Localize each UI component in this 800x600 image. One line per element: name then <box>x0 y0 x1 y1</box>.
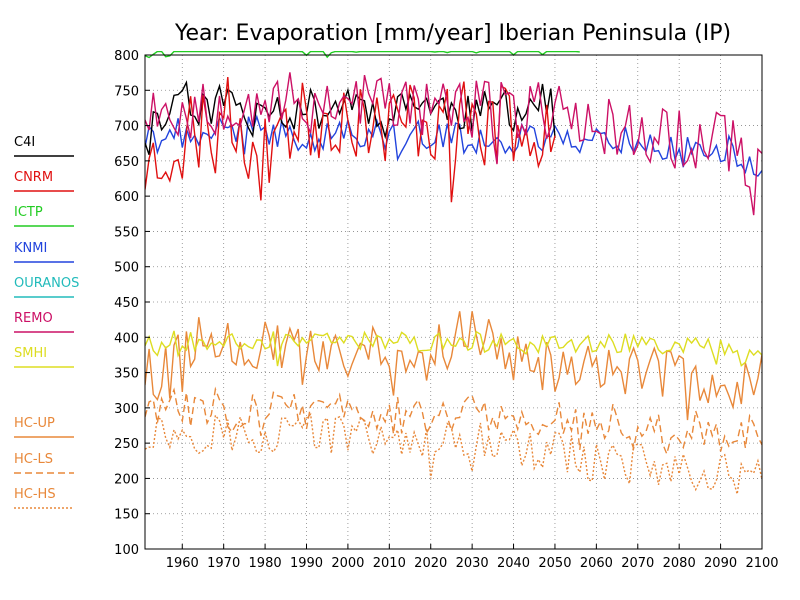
legend-label-hc-hs: HC-HS <box>14 487 56 502</box>
x-tick-label: 2070 <box>621 556 654 571</box>
x-tick-label: 2030 <box>456 556 489 571</box>
legend: C4I CNRM ICTP KNMI OURANOS REMO SMHI HC-UP HC-LS… <box>14 135 79 509</box>
y-tick-label: 600 <box>114 190 139 205</box>
series-line-remo <box>145 72 762 216</box>
x-axis: 1960 1970 1980 1990 2000 2010 2020 2030 2040 2050… <box>166 544 779 571</box>
y-tick-label: 800 <box>114 49 139 64</box>
y-tick-label: 250 <box>114 437 139 452</box>
legend-label-ictp: ICTP <box>14 205 43 220</box>
y-tick-label: 750 <box>114 84 139 99</box>
y-tick-label: 300 <box>114 402 139 417</box>
legend-label-hc-ls: HC-LS <box>14 452 53 467</box>
y-tick-label: 400 <box>114 331 139 346</box>
x-tick-label: 2050 <box>538 556 571 571</box>
y-tick-label: 450 <box>114 296 139 311</box>
x-tick-label: 2020 <box>414 556 447 571</box>
series-layer <box>145 51 762 495</box>
chart-title: Year: Evaporation [mm/year] Iberian Peni… <box>174 21 731 46</box>
y-tick-label: 100 <box>114 543 139 558</box>
x-tick-label: 2090 <box>704 556 737 571</box>
series-line-hc-hs <box>145 412 762 495</box>
y-tick-label: 350 <box>114 367 139 382</box>
y-tick-label: 550 <box>114 225 139 240</box>
x-tick-label: 2000 <box>331 556 364 571</box>
y-tick-label: 700 <box>114 120 139 135</box>
legend-label-ouranos: OURANOS <box>14 276 79 291</box>
x-tick-label: 1970 <box>207 556 240 571</box>
y-tick-label: 500 <box>114 261 139 276</box>
y-axis: 100 150 200 250 300 350 400 450 500 550 600 650 700 7… <box>114 49 150 558</box>
x-tick-label: 1980 <box>249 556 282 571</box>
x-tick-label: 1990 <box>290 556 323 571</box>
legend-label-remo: REMO <box>14 311 53 326</box>
legend-label-knmi: KNMI <box>14 241 47 256</box>
x-tick-label: 2100 <box>745 556 778 571</box>
legend-label-hc-up: HC-UP <box>14 416 55 431</box>
x-tick-label: 2060 <box>580 556 613 571</box>
x-tick-label: 1960 <box>166 556 199 571</box>
series-line-c4i <box>145 80 556 156</box>
y-tick-label: 200 <box>114 472 139 487</box>
y-tick-label: 150 <box>114 508 139 523</box>
legend-label-smhi: SMHI <box>14 346 47 361</box>
legend-label-c4i: C4I <box>14 135 35 150</box>
legend-label-cnrm: CNRM <box>14 170 53 185</box>
series-line-ictp <box>145 51 580 59</box>
y-tick-label: 650 <box>114 155 139 170</box>
x-tick-label: 2080 <box>663 556 696 571</box>
series-line-knmi <box>145 114 762 177</box>
series-line-cnrm <box>145 77 556 203</box>
series-line-hc-ls <box>145 386 762 457</box>
series-line-smhi <box>145 330 762 367</box>
x-tick-label: 2010 <box>373 556 406 571</box>
x-tick-label: 2040 <box>497 556 530 571</box>
series-line-hc-up <box>145 311 762 421</box>
grid-lines <box>145 55 762 549</box>
